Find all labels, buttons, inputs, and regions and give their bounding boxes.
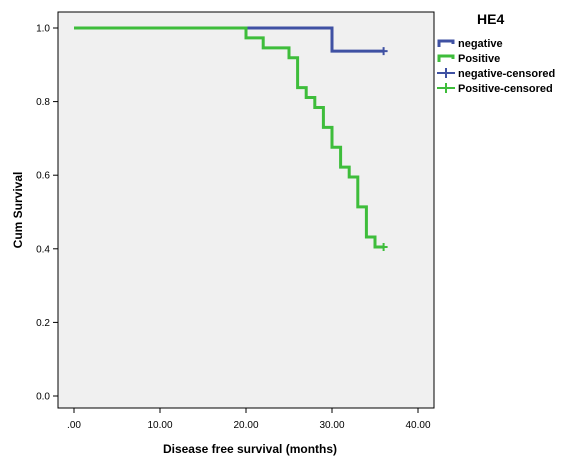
legend-swatch-negative (437, 39, 455, 47)
legend-swatch-positive (437, 54, 455, 62)
y-tick-label: 1.0 (36, 24, 50, 35)
y-tick-label: 0.4 (36, 244, 50, 255)
legend-label: Positive-censored (458, 83, 553, 95)
x-tick-label: 30.00 (319, 420, 344, 431)
x-tick-label: 10.00 (147, 420, 172, 431)
y-axis: 0.0 0.2 0.4 0.6 0.8 1.0 (36, 24, 58, 403)
censor-mark-negative (379, 47, 388, 56)
x-tick-label: 20.00 (233, 420, 258, 431)
censor-mark-positive (379, 242, 388, 251)
x-tick-label: .00 (67, 420, 81, 431)
y-tick-label: 0.8 (36, 97, 50, 108)
legend-title: HE4 (477, 11, 504, 27)
legend-label: negative (458, 38, 503, 50)
legend-label: Positive (458, 53, 500, 65)
legend-swatch-negative-censored (437, 68, 455, 78)
legend: HE4 negative Positive negative-censored Pos… (437, 11, 555, 95)
x-axis: .00 10.00 20.00 30.00 40.00 (67, 408, 431, 431)
y-tick-label: 0.2 (36, 318, 50, 329)
y-tick-label: 0.6 (36, 171, 50, 182)
y-axis-title: Cum Survival (11, 172, 25, 249)
series-line-positive (74, 26, 384, 249)
legend-label: negative-censored (458, 68, 555, 80)
legend-swatch-positive-censored (437, 83, 455, 93)
x-tick-label: 40.00 (405, 420, 430, 431)
y-tick-label: 0.0 (36, 392, 50, 403)
plot-area (57, 11, 435, 409)
series-layer (74, 26, 388, 251)
x-axis-title: Disease free survival (months) (163, 442, 337, 456)
